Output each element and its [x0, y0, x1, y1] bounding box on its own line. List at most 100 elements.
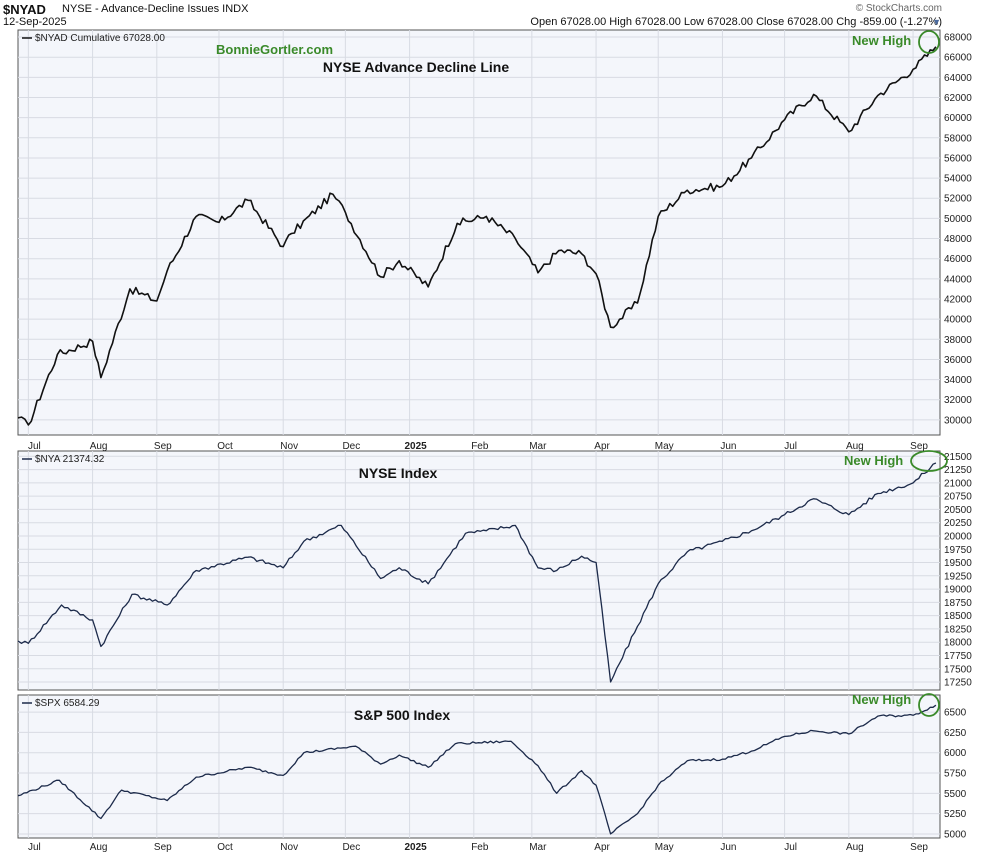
- symbol-name: NYSE - Advance-Decline Issues INDX: [62, 3, 249, 15]
- x-tick-label: Jul: [784, 842, 797, 853]
- y-tick-label: 18500: [944, 611, 972, 622]
- ohlc-readout: Open 67028.00 High 67028.00 Low 67028.00…: [530, 16, 942, 28]
- y-tick-label: 56000: [944, 153, 972, 164]
- x-tick-label: Mar: [529, 842, 547, 853]
- x-tick-label: Aug: [90, 441, 108, 452]
- x-tick-label: Feb: [471, 441, 489, 452]
- symbol: $NYAD: [3, 2, 46, 17]
- y-tick-label: 19750: [944, 545, 972, 556]
- y-tick-label: 6250: [944, 728, 967, 739]
- y-tick-label: 66000: [944, 53, 972, 64]
- y-tick-label: 20750: [944, 492, 972, 503]
- x-tick-label: Oct: [217, 842, 233, 853]
- x-tick-label: Jul: [28, 441, 41, 452]
- x-tick-label: Feb: [471, 842, 489, 853]
- plot-area: [17, 29, 941, 436]
- x-tick-label: Dec: [342, 842, 360, 853]
- x-tick-label: Oct: [217, 441, 233, 452]
- x-tick-label: Dec: [342, 441, 360, 452]
- x-tick-label: Sep: [910, 842, 928, 853]
- x-tick-label: Jun: [720, 842, 736, 853]
- x-tick-label: Apr: [594, 441, 610, 452]
- y-tick-label: 21000: [944, 478, 972, 489]
- plot-area: [17, 694, 941, 839]
- y-tick-label: 21500: [944, 452, 972, 463]
- series-line: [17, 462, 937, 683]
- x-tick-label: Jun: [720, 441, 736, 452]
- x-tick-label: 2025: [404, 842, 427, 853]
- series-line: [17, 46, 937, 426]
- y-tick-label: 20250: [944, 518, 972, 529]
- panel-3: 5000 5250 5500 5750 6000 6250 6500 $SPX 6584.29…: [17, 692, 967, 840]
- x-tick-label: Aug: [846, 441, 864, 452]
- chart-header: $NYAD NYSE - Advance-Decline Issues INDX…: [0, 0, 990, 30]
- x-tick-label: Mar: [529, 441, 547, 452]
- y-tick-label: 54000: [944, 174, 972, 185]
- y-tick-label: 20000: [944, 531, 972, 542]
- new-high-annotation: New High: [852, 692, 911, 707]
- x-tick-label: Nov: [280, 441, 298, 452]
- y-tick-label: 38000: [944, 335, 972, 346]
- y-tick-label: 5500: [944, 789, 967, 800]
- y-tick-label: 68000: [944, 33, 972, 44]
- y-tick-label: 36000: [944, 355, 972, 366]
- panel-title: S&P 500 Index: [354, 707, 450, 723]
- dropdown-arrow-icon[interactable]: ▼: [932, 17, 941, 27]
- y-tick-label: 62000: [944, 93, 972, 104]
- new-high-circle: [918, 693, 940, 717]
- x-tick-label: Sep: [154, 842, 172, 853]
- y-tick-label: 52000: [944, 194, 972, 205]
- x-tick-label: Aug: [846, 842, 864, 853]
- y-tick-label: 58000: [944, 133, 972, 144]
- y-tick-label: 18250: [944, 624, 972, 635]
- plot-area: [17, 450, 941, 691]
- y-tick-label: 64000: [944, 73, 972, 84]
- y-tick-label: 17500: [944, 664, 972, 675]
- panel-title: NYSE Advance Decline Line: [323, 59, 509, 75]
- chart-date: 12-Sep-2025: [3, 16, 67, 28]
- x-tick-label: Jul: [784, 441, 797, 452]
- legend-label: $SPX 6584.29: [35, 698, 100, 709]
- watermark: BonnieGortler.com: [216, 42, 333, 57]
- x-tick-label: Sep: [154, 441, 172, 452]
- panel-title: NYSE Index: [359, 465, 438, 481]
- x-tick-label: Aug: [90, 842, 108, 853]
- new-high-circle: [918, 30, 940, 54]
- new-high-annotation: New High: [852, 33, 911, 48]
- new-high-circle: [910, 450, 948, 472]
- brand-label: © StockCharts.com: [855, 3, 942, 14]
- new-high-annotation: New High: [844, 453, 903, 468]
- panel-1: 30000 32000 34000 36000 38000 40000 42000 44000…: [17, 29, 972, 436]
- y-tick-label: 30000: [944, 415, 972, 426]
- y-tick-label: 34000: [944, 375, 972, 386]
- y-tick-label: 19500: [944, 558, 972, 569]
- y-tick-label: 18000: [944, 638, 972, 649]
- x-tick-label: Jul: [28, 842, 41, 853]
- y-tick-label: 5250: [944, 809, 967, 820]
- y-tick-label: 6000: [944, 748, 967, 759]
- x-tick-label: May: [655, 842, 674, 853]
- y-tick-label: 40000: [944, 315, 972, 326]
- y-tick-label: 17750: [944, 651, 972, 662]
- x-tick-label: May: [655, 441, 674, 452]
- x-tick-label: 2025: [404, 441, 427, 452]
- series-line: [17, 704, 937, 835]
- x-tick-label: Nov: [280, 842, 298, 853]
- y-tick-label: 17250: [944, 678, 972, 689]
- x-tick-label: Apr: [594, 842, 610, 853]
- y-tick-label: 42000: [944, 294, 972, 305]
- y-tick-label: 32000: [944, 395, 972, 406]
- legend-label: $NYAD Cumulative 67028.00: [35, 33, 165, 44]
- y-tick-label: 18750: [944, 598, 972, 609]
- x-tick-label: Sep: [910, 441, 928, 452]
- y-tick-label: 6500: [944, 708, 967, 719]
- y-tick-label: 48000: [944, 234, 972, 245]
- y-tick-label: 50000: [944, 214, 972, 225]
- y-tick-label: 60000: [944, 113, 972, 124]
- y-tick-label: 19250: [944, 571, 972, 582]
- y-tick-label: 20500: [944, 505, 972, 516]
- y-tick-label: 46000: [944, 254, 972, 265]
- panel-2: 17250 17500 17750 18000 18250 18500 18750 19000…: [17, 450, 972, 691]
- y-tick-label: 5000: [944, 829, 967, 840]
